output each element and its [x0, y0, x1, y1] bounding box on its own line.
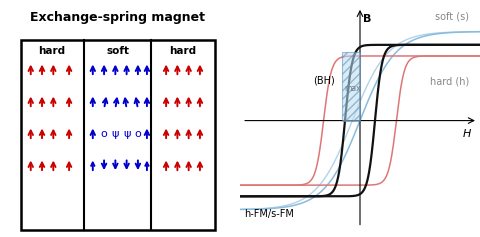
Text: o: o: [101, 129, 108, 139]
Text: hard: hard: [169, 46, 197, 56]
Bar: [342, 51, 360, 121]
Text: max: max: [344, 84, 361, 93]
Text: soft (s): soft (s): [435, 11, 469, 21]
Text: h-FM/s-FM: h-FM/s-FM: [244, 209, 294, 219]
Text: o: o: [134, 129, 141, 139]
Text: (BH): (BH): [313, 76, 335, 86]
Text: H: H: [463, 129, 471, 139]
Text: hard: hard: [38, 46, 66, 56]
Bar: [21, 40, 215, 230]
Text: soft: soft: [106, 46, 129, 56]
Text: hard (h): hard (h): [430, 76, 469, 86]
Text: B: B: [363, 14, 372, 24]
Text: ψ: ψ: [123, 129, 130, 139]
Text: ψ: ψ: [112, 129, 119, 139]
Text: Exchange-spring magnet: Exchange-spring magnet: [30, 11, 205, 24]
